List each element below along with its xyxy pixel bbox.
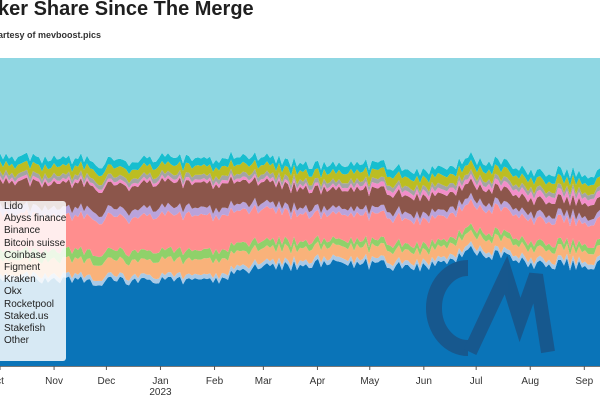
x-tick-label-may: May [360,376,379,387]
area-series-abyss-finance [0,241,600,286]
area-series-rocketpool [0,168,600,201]
x-tick-sublabel-jan: 2023 [149,387,172,398]
area-series-stakefish [0,151,600,187]
x-tick-label-dec: Dec [97,376,115,387]
watermark-letter-m [463,255,555,355]
x-tick-label-nov: Nov [45,376,63,387]
legend-item-kraken: Kraken [4,274,36,286]
area-series-kraken [0,176,600,221]
area-series-binance [0,229,600,281]
legend: Lido Abyss finance Binance Bitcoin suisse Co… [0,201,66,361]
watermark-letter-c [426,260,469,356]
x-tick-label-sep: Sep [575,376,593,387]
x-tick-label-feb: Feb [206,376,224,387]
x-tick-label-jan: Jan [152,376,168,387]
x-tick-label-jul: Jul [470,376,483,387]
x-tick-label-apr: Apr [310,376,326,387]
x-tick-label-ct: ct [0,376,4,387]
x-tick-label-aug: Aug [521,376,539,387]
area-series-staked-us [0,159,600,196]
legend-item-binance: Binance [4,225,41,237]
legend-item-coinbase: Coinbase [4,249,47,261]
stacked-areas [0,58,600,366]
legend-item-okx: Okx [4,286,22,298]
x-tick-label-mar: Mar [255,376,273,387]
legend-item-figment: Figment [4,261,41,273]
legend-item-lido: Lido [4,201,23,212]
legend-item-rocketpool: Rocketpool [4,298,55,310]
chart-title: ker Share Since The Merge [0,0,254,20]
area-series-bitcoin-suisse [0,223,600,266]
legend-item-bitcoin-suisse: Bitcoin suisse [4,237,66,249]
legend-item-abyss-finance: Abyss finance [4,213,67,225]
area-series-other [0,58,600,179]
legend-item-staked-us: Staked.us [4,310,49,322]
cm-watermark-logo [426,255,555,356]
area-series-coinbase [0,198,600,258]
legend-item-stakefish: Stakefish [4,322,46,334]
x-tick-label-jun: Jun [416,376,432,387]
legend-item-other: Other [4,335,30,347]
chart-subtitle: artesy of mevboost.pics [0,30,102,40]
area-series-figment [0,192,600,227]
